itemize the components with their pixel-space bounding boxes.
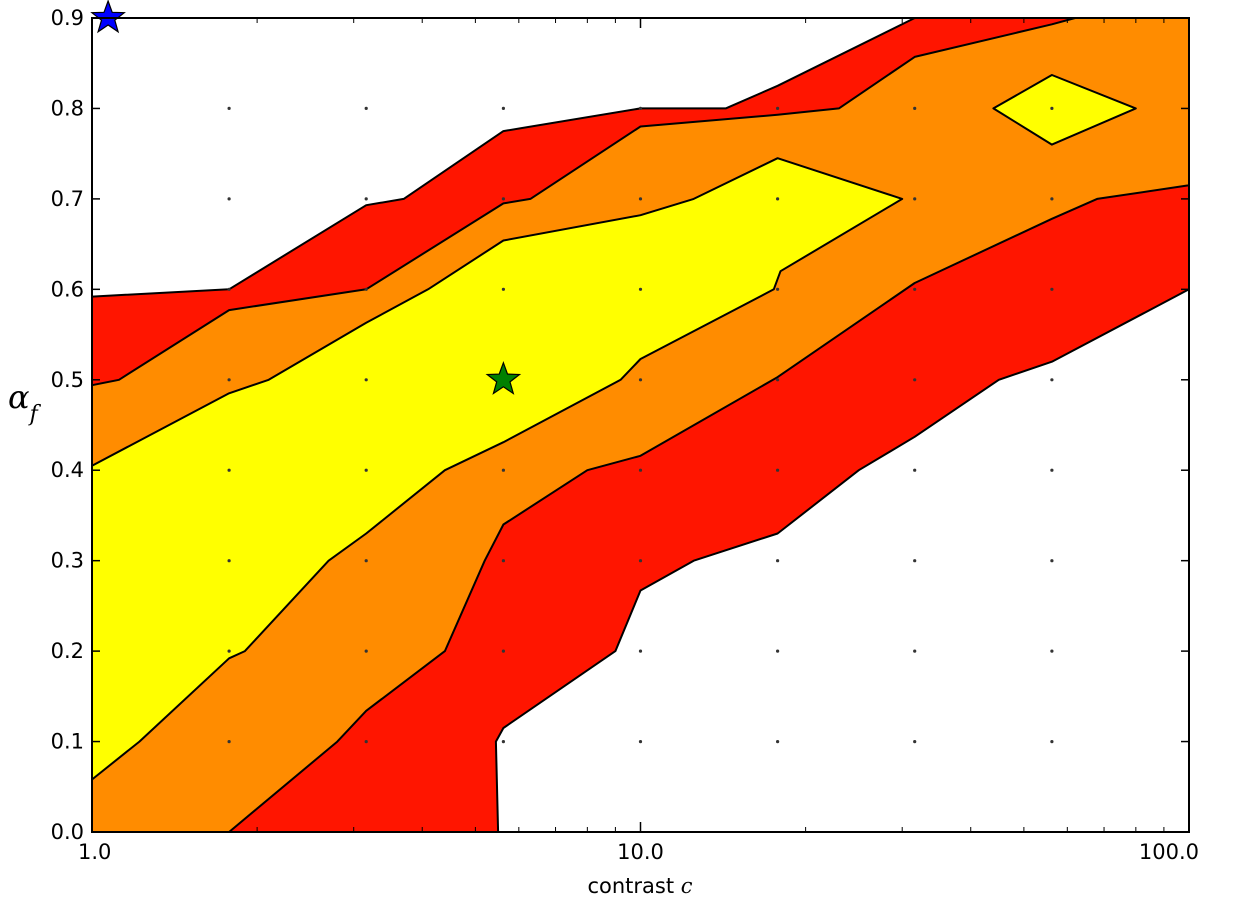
y-tick-label: 0.0 [51,820,84,844]
grid-point [227,106,231,110]
grid-point [1050,468,1054,472]
star-marker-1 [90,0,126,34]
grid-point [364,649,368,653]
grid-point [1050,740,1054,744]
grid-point [364,740,368,744]
grid-point [364,378,368,382]
grid-point [364,468,368,472]
grid-point [638,468,643,472]
plot-area [91,17,1190,833]
y-tick-label: 0.9 [51,6,84,30]
grid-point [913,468,917,472]
y-tick-label: 0.2 [51,639,84,663]
contour-level-2-region-1 [91,17,1190,833]
grid-point [776,378,780,382]
x-axis-label: contrast c [587,874,692,898]
grid-point [227,740,231,744]
grid-point [501,287,505,291]
grid-point [776,468,780,472]
grid-point [1050,649,1054,653]
grid-point [638,106,643,110]
y-tick-label: 0.6 [51,277,84,301]
grid-point [913,649,917,653]
grid-point [227,197,231,201]
y-tick-label: 0.5 [51,368,84,392]
grid-point [638,197,643,201]
grid-point [913,197,917,201]
grid-point [364,106,368,110]
contour-level-3-region-1 [91,157,904,781]
grid-point [913,287,917,291]
y-tick-label: 0.7 [51,187,84,211]
y-tick-label: 0.3 [51,549,84,573]
grid-point [776,197,780,201]
markers [90,0,522,395]
x-tick-label: 100.0 [1139,840,1199,864]
grid-point [1050,378,1054,382]
grid-point [638,287,643,291]
grid-point [227,468,231,472]
ticks: 0.0 0.1 0.2 0.3 0.4 0.5 0.6 0.7 0.8 0.9 1.0 10.0 100… [51,6,1199,864]
grid-point [776,649,780,653]
x-tick-label: 1.0 [78,840,111,864]
grid-point [776,106,780,110]
y-tick-label: 0.8 [51,96,84,120]
grid-point [913,740,917,744]
grid-point [913,106,917,110]
sample-grid-dots [227,106,1054,744]
grid-point [776,740,780,744]
grid-point [227,378,231,382]
grid-point [638,740,643,744]
grid-point [501,559,505,563]
grid-point [227,559,231,563]
grid-point [227,649,231,653]
grid-point [1050,287,1054,291]
grid-point [364,197,368,201]
grid-point [1050,197,1054,201]
grid-point [227,287,231,291]
grid-point [501,740,505,744]
contour-level-3-region-2 [992,74,1137,146]
grid-point [1050,559,1054,563]
y-tick-label: 0.1 [51,730,84,754]
grid-point [638,559,643,563]
grid-point [913,559,917,563]
grid-point [501,106,505,110]
grid-point [1050,106,1054,110]
grid-point [501,649,505,653]
grid-point [364,559,368,563]
grid-point [364,287,368,291]
x-tick-label: 10.0 [617,840,664,864]
grid-point [501,468,505,472]
grid-point [638,378,643,382]
grid-point [776,287,780,291]
grid-point [913,378,917,382]
grid-point [638,649,643,653]
y-tick-label: 0.4 [51,458,84,482]
star-marker-2 [485,361,522,395]
grid-point [501,197,505,201]
grid-point [776,559,780,563]
